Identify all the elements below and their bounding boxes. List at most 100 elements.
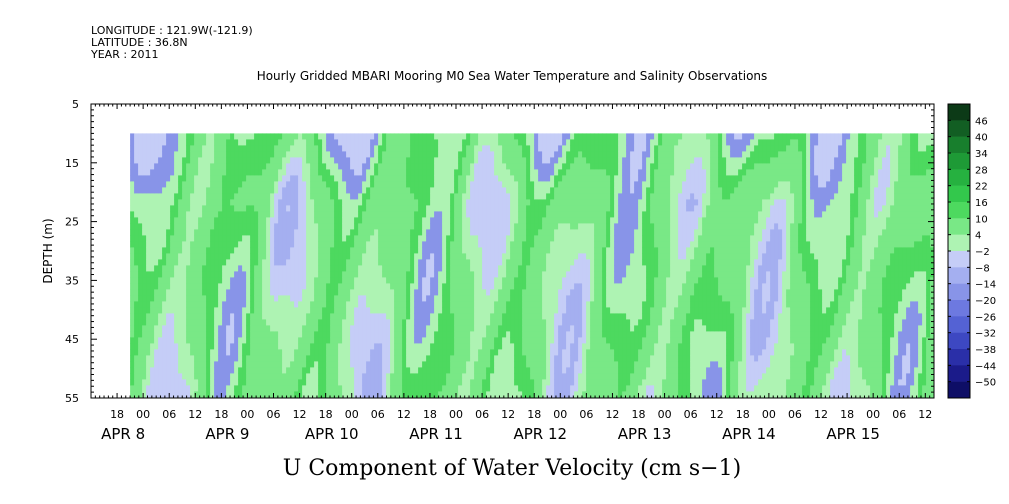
heatmap-cell [326, 265, 331, 272]
heatmap-cell [218, 133, 223, 140]
heatmap-cell [478, 373, 483, 380]
heatmap-cell [194, 163, 199, 170]
heatmap-cell [518, 181, 523, 188]
heatmap-cell [342, 235, 347, 242]
heatmap-cell [242, 289, 247, 296]
heatmap-cell [498, 295, 503, 302]
heatmap-cell [398, 139, 403, 146]
heatmap-cell [250, 367, 255, 374]
heatmap-cell [354, 379, 359, 386]
heatmap-cell [290, 187, 295, 194]
heatmap-cell [270, 229, 275, 236]
heatmap-cell [158, 157, 163, 164]
heatmap-cell [410, 181, 415, 188]
heatmap-cell [418, 307, 423, 314]
heatmap-cell [190, 193, 195, 200]
heatmap-cell [566, 325, 571, 332]
heatmap-cell [198, 391, 203, 398]
heatmap-cell [166, 247, 171, 254]
heatmap-cell [430, 175, 435, 182]
heatmap-cell [498, 259, 503, 266]
heatmap-cell [414, 139, 419, 146]
heatmap-cell [402, 355, 407, 362]
heatmap-cell [222, 379, 227, 386]
heatmap-cell [386, 349, 391, 356]
heatmap-cell [454, 151, 459, 158]
heatmap-cell [206, 151, 211, 158]
heatmap-cell [526, 145, 531, 152]
heatmap-cell [526, 379, 531, 386]
heatmap-cell [298, 373, 303, 380]
heatmap-cell [154, 247, 159, 254]
heatmap-cell [286, 187, 291, 194]
heatmap-cell [562, 265, 567, 272]
heatmap-cell [518, 247, 523, 254]
heatmap-cell [526, 283, 531, 290]
heatmap-cell [154, 235, 159, 242]
heatmap-cell [158, 139, 163, 146]
heatmap-cell [162, 133, 167, 140]
heatmap-cell [290, 271, 295, 278]
heatmap-cell [522, 157, 527, 164]
heatmap-cell [350, 301, 355, 308]
heatmap-cell [354, 349, 359, 356]
heatmap-cell [182, 385, 187, 392]
heatmap-cell [334, 343, 339, 350]
heatmap-cell [410, 241, 415, 248]
heatmap-cell [338, 355, 343, 362]
heatmap-cell [398, 295, 403, 302]
heatmap-cell [478, 247, 483, 254]
heatmap-cell [550, 289, 555, 296]
heatmap-cell [514, 385, 519, 392]
heatmap-cell [202, 361, 207, 368]
heatmap-cell [138, 217, 143, 224]
heatmap-cell [506, 301, 511, 308]
heatmap-cell [230, 235, 235, 242]
heatmap-cell [290, 193, 295, 200]
heatmap-cell [170, 313, 175, 320]
heatmap-cell [338, 373, 343, 380]
heatmap-cell [570, 391, 575, 398]
heatmap-cell [410, 253, 415, 260]
heatmap-cell [226, 145, 231, 152]
heatmap-cell [562, 391, 567, 398]
heatmap-cell [346, 157, 351, 164]
heatmap-cell [246, 331, 251, 338]
heatmap-cell [498, 151, 503, 158]
heatmap-cell [442, 259, 447, 266]
heatmap-cell [174, 343, 179, 350]
heatmap-cell [174, 211, 179, 218]
heatmap-cell [214, 145, 219, 152]
heatmap-cell [470, 193, 475, 200]
heatmap-cell [306, 391, 311, 398]
heatmap-cell [526, 151, 531, 158]
heatmap-cell [486, 313, 491, 320]
heatmap-cell [310, 331, 315, 338]
heatmap-cell [138, 175, 143, 182]
heatmap-cell [138, 325, 143, 332]
heatmap-cell [218, 361, 223, 368]
heatmap-cell [334, 265, 339, 272]
heatmap-cell [262, 385, 267, 392]
heatmap-cell [398, 193, 403, 200]
heatmap-cell [154, 379, 159, 386]
heatmap-cell [386, 295, 391, 302]
heatmap-cell [422, 235, 427, 242]
heatmap-cell [142, 247, 147, 254]
heatmap-cell [210, 229, 215, 236]
heatmap-cell [470, 169, 475, 176]
heatmap-cell [546, 169, 551, 176]
heatmap-cell [186, 295, 191, 302]
heatmap-cell [238, 307, 243, 314]
heatmap-cell [374, 289, 379, 296]
heatmap-cell [402, 139, 407, 146]
heatmap-cell [514, 217, 519, 224]
heatmap-cell [358, 133, 363, 140]
heatmap-cell [234, 199, 239, 206]
heatmap-cell [134, 379, 139, 386]
heatmap-cell [518, 337, 523, 344]
heatmap-cell [214, 151, 219, 158]
heatmap-cell [174, 367, 179, 374]
heatmap-cell [558, 325, 563, 332]
heatmap-cell [570, 235, 575, 242]
